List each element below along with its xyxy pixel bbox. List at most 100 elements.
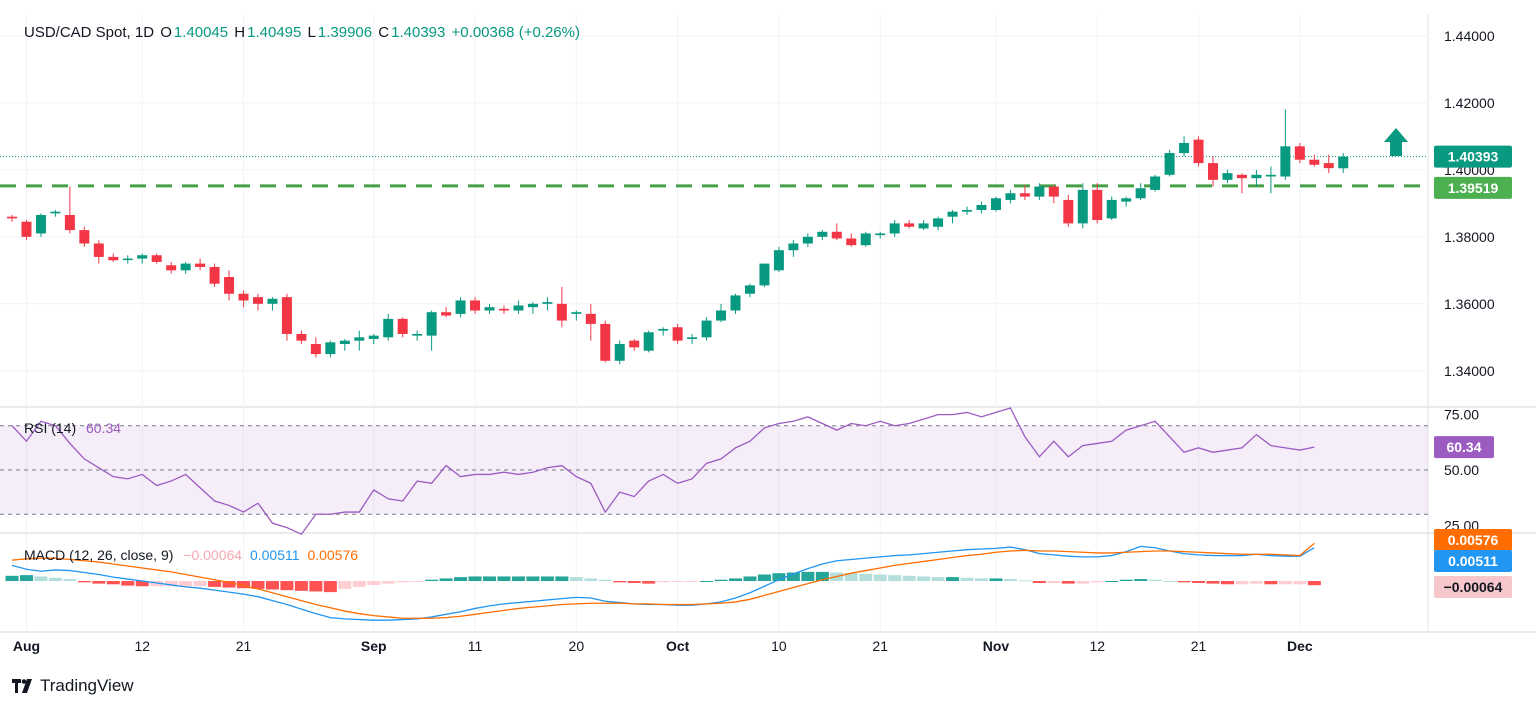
macd-histogram-bar (960, 577, 974, 582)
price-levels (0, 156, 1428, 188)
macd-histogram-bar (164, 581, 178, 587)
candle-body (1164, 153, 1175, 175)
candle-body (1222, 173, 1233, 180)
macd-histogram-bar (786, 572, 800, 582)
time-tick-label: 21 (1191, 638, 1207, 654)
macd-histogram-bar (48, 577, 62, 582)
candle-body (1106, 199, 1117, 219)
price-tick-label: 1.36000 (1444, 296, 1495, 312)
macd-histogram-bar (352, 581, 366, 587)
macd-histogram-bar (92, 581, 106, 584)
hist-badge-bg (1434, 576, 1512, 598)
macd-name[interactable]: MACD (12, 26, close, 9) (24, 547, 174, 563)
candle-body (412, 333, 423, 336)
candle-body (716, 310, 727, 321)
candle-body (93, 243, 104, 257)
candle-body (267, 298, 278, 304)
candle-body (744, 285, 755, 294)
arrow-up-icon (1384, 128, 1408, 156)
candle-body (484, 307, 495, 311)
high-value: 1.40495 (247, 24, 302, 41)
macd-signal-value: 0.00576 (307, 547, 359, 563)
time-tick-label: 21 (236, 638, 252, 654)
candle-body (383, 318, 394, 338)
macd-histogram-bar (1076, 581, 1090, 584)
candle-body (1063, 199, 1074, 224)
candle-body (470, 300, 481, 311)
time-tick-label: Aug (13, 638, 40, 654)
last-price-badge-bg (1434, 145, 1512, 168)
time-tick-label: 20 (569, 638, 585, 654)
macd-histogram-bar (454, 577, 468, 582)
macd-histogram-bar (598, 579, 612, 582)
candle-body (1338, 156, 1349, 169)
macd-histogram-bar (1278, 581, 1292, 585)
macd-histogram-bar (208, 581, 222, 587)
candle-body (788, 243, 799, 251)
candle-body (426, 312, 437, 336)
candle-body (976, 204, 987, 210)
price-tick-label: 1.44000 (1444, 28, 1495, 44)
macd-histogram-bar (931, 577, 945, 582)
candle-body (1048, 186, 1059, 197)
time-tick-label: 10 (771, 638, 787, 654)
macd-histogram-bar (946, 577, 960, 582)
signal-badge-bg (1434, 529, 1512, 551)
rsi-line (11, 407, 1315, 536)
macd-histogram-bar (367, 581, 381, 585)
candle-body (1251, 174, 1262, 179)
candle-body (933, 218, 944, 227)
macd-histogram-bar (468, 576, 482, 582)
candle-body (1150, 176, 1161, 190)
rsi-current-value: 60.34 (86, 420, 122, 436)
candle-body (1236, 174, 1247, 179)
macd-histogram-bar (309, 581, 323, 592)
tradingview-logo[interactable]: TradingView (12, 676, 134, 696)
candle-body (773, 250, 784, 271)
candle-body (1034, 186, 1045, 197)
time-tick-label: Oct (666, 638, 690, 654)
support-price-badge-bg (1434, 176, 1512, 199)
macd-histogram-bar (381, 581, 395, 584)
candle-body (1280, 146, 1291, 177)
candle-body (1208, 163, 1219, 180)
candle-body (1193, 139, 1204, 164)
rsi-name[interactable]: RSI (14) (24, 420, 77, 436)
macd-histogram-bar (801, 571, 815, 582)
candle-body (831, 231, 842, 239)
candle-body (50, 211, 61, 214)
open-label: O (160, 24, 172, 41)
candle-body (629, 340, 640, 348)
macd-histogram-bar (917, 576, 931, 582)
candle-body (672, 327, 683, 341)
macd-histogram-bar (135, 581, 149, 587)
candle-body (860, 233, 871, 246)
macd-histogram-bar (685, 581, 699, 583)
macd-histogram-bar (338, 581, 352, 589)
candle-body (252, 297, 263, 304)
macd-histogram-bar (106, 581, 120, 585)
candle-body (1309, 159, 1320, 165)
macd-histogram-bar (1192, 581, 1206, 583)
macd-histogram-bar (757, 574, 771, 582)
time-tick-label: 12 (134, 638, 150, 654)
macd-histogram-bar (555, 576, 569, 582)
macd-histogram-bar (5, 575, 19, 582)
candle-body (64, 215, 75, 231)
candle-body (7, 216, 17, 219)
candle-body (817, 231, 828, 237)
price-tick-label: 1.38000 (1444, 229, 1495, 245)
macd-histogram-bar (526, 576, 540, 582)
macd-histogram-bar (1307, 581, 1321, 586)
candle-body (643, 332, 654, 351)
signal-line (11, 542, 1315, 619)
rsi-title: RSI (14) 60.34 (24, 420, 121, 436)
macd-histogram-bar (1163, 581, 1177, 583)
candle-body (875, 233, 886, 236)
symbol-title[interactable]: USD/CAD Spot, 1D (24, 24, 155, 41)
macd-histogram-bar (323, 581, 337, 593)
rsi-badge-bg (1434, 436, 1494, 459)
candle-body (79, 230, 90, 244)
time-tick-label: 21 (872, 638, 888, 654)
